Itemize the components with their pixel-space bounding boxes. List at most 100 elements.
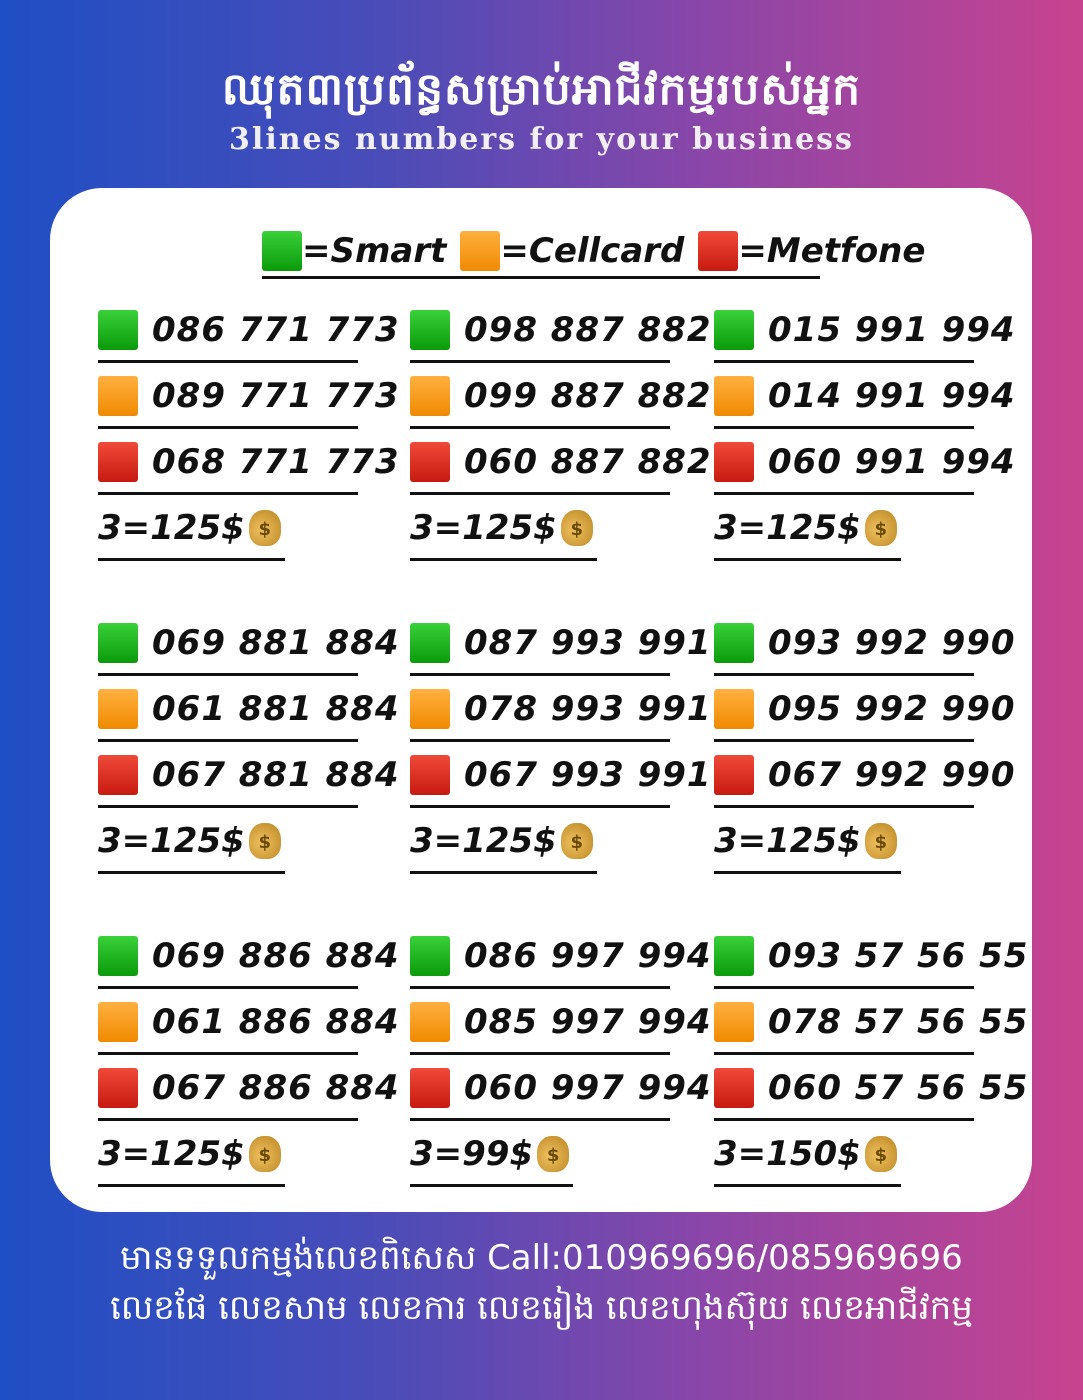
cellcard-square-icon [714,376,754,416]
set-price: 3=125$ $ [98,1124,285,1187]
phone-number: 093 992 990 [768,623,1016,663]
money-bag-icon: $ [537,1136,570,1172]
phone-number: 067 881 884 [152,755,400,795]
phone-number: 093 57 56 55 [768,936,1029,976]
metfone-square-icon [714,442,754,482]
metfone-color-square-icon [698,231,739,271]
number-set: 069 886 884 061 886 884 067 886 884 3=12… [98,926,399,1187]
phone-line-smart: 086 771 773 [98,300,399,363]
number-set: 015 991 994 014 991 994 060 991 994 3=12… [714,300,1015,561]
phone-number: 060 991 994 [768,442,1016,482]
page-subtitle: 3lines numbers for your business [229,122,854,157]
price-text: 3=125$ [98,1134,245,1174]
phone-line-metfone: 067 881 884 [98,745,399,808]
phone-number: 061 881 884 [152,689,400,729]
phone-line-cellcard: 078 57 56 55 [714,992,1027,1055]
phone-line-cellcard: 061 886 884 [98,992,399,1055]
metfone-square-icon [98,755,138,795]
cellcard-color-square-icon [460,231,501,271]
phone-number: 067 886 884 [152,1068,400,1108]
set-price: 3=125$ $ [410,498,597,561]
phone-number: 087 993 991 [464,623,712,663]
number-set: 098 887 882 099 887 882 060 887 882 3=12… [410,300,711,561]
cellcard-square-icon [410,376,450,416]
smart-square-icon [714,623,754,663]
set-price: 3=125$ $ [98,498,285,561]
number-set: 086 997 994 085 997 994 060 997 994 3=99… [410,926,711,1187]
phone-number: 078 57 56 55 [768,1002,1029,1042]
phone-number: 060 997 994 [464,1068,712,1108]
smart-square-icon [98,310,138,350]
set-price: 3=125$ $ [410,811,597,874]
price-text: 3=125$ [410,821,557,861]
smart-square-icon [410,623,450,663]
phone-line-smart: 093 57 56 55 [714,926,1027,989]
phone-number: 067 992 990 [768,755,1016,795]
phone-line-cellcard: 014 991 994 [714,366,1015,429]
phone-line-metfone: 067 992 990 [714,745,1015,808]
money-bag-icon: $ [248,1136,281,1172]
phone-line-metfone: 060 997 994 [410,1058,711,1121]
money-bag-icon: $ [560,510,593,546]
phone-number: 099 887 882 [464,376,712,416]
legend-smart: =Smart [302,231,447,271]
metfone-square-icon [410,755,450,795]
money-bag-icon: $ [864,823,897,859]
legend-cellcard: =Cellcard [500,231,685,271]
phone-line-metfone: 060 991 994 [714,432,1015,495]
phone-line-cellcard: 078 993 991 [410,679,711,742]
phone-number: 015 991 994 [768,310,1016,350]
phone-line-smart: 015 991 994 [714,300,1015,363]
phone-line-metfone: 060 57 56 55 [714,1058,1027,1121]
cellcard-square-icon [410,689,450,729]
smart-square-icon [714,310,754,350]
number-set: 093 992 990 095 992 990 067 992 990 3=12… [714,613,1015,874]
price-text: 3=99$ [410,1134,534,1174]
money-bag-icon: $ [248,823,281,859]
money-bag-icon: $ [560,823,593,859]
money-bag-icon: $ [248,510,281,546]
phone-line-metfone: 067 993 991 [410,745,711,808]
phone-line-cellcard: 085 997 994 [410,992,711,1055]
phone-line-cellcard: 089 771 773 [98,366,399,429]
cellcard-square-icon [714,1002,754,1042]
phone-line-smart: 093 992 990 [714,613,1015,676]
phone-number: 085 997 994 [464,1002,712,1042]
smart-square-icon [98,623,138,663]
cellcard-square-icon [410,1002,450,1042]
phone-number: 060 887 882 [464,442,712,482]
price-text: 3=125$ [410,508,557,548]
carrier-legend: =Smart =Cellcard =Metfone [262,226,925,279]
smart-square-icon [98,936,138,976]
set-price: 3=125$ $ [714,811,901,874]
price-text: 3=125$ [98,508,245,548]
cellcard-square-icon [98,689,138,729]
metfone-square-icon [410,442,450,482]
phone-line-smart: 086 997 994 [410,926,711,989]
phone-line-cellcard: 099 887 882 [410,366,711,429]
legend-metfone: =Metfone [738,231,926,271]
cellcard-square-icon [98,376,138,416]
number-set: 087 993 991 078 993 991 067 993 991 3=12… [410,613,711,874]
phone-number: 086 997 994 [464,936,712,976]
metfone-square-icon [714,755,754,795]
footer-contact: មានទទួលកម្មង់លេខពិសេស Call:010969696/085… [120,1238,963,1278]
price-text: 3=125$ [714,508,861,548]
set-price: 3=125$ $ [714,498,901,561]
price-text: 3=125$ [98,821,245,861]
phone-number: 069 886 884 [152,936,400,976]
price-text: 3=150$ [714,1134,861,1174]
number-set: 093 57 56 55 078 57 56 55 060 57 56 55 3… [714,926,1027,1187]
phone-number: 086 771 773 [152,310,400,350]
set-price: 3=125$ $ [98,811,285,874]
metfone-square-icon [410,1068,450,1108]
phone-line-cellcard: 095 992 990 [714,679,1015,742]
smart-square-icon [714,936,754,976]
phone-line-smart: 098 887 882 [410,300,711,363]
number-set: 086 771 773 089 771 773 068 771 773 3=12… [98,300,399,561]
smart-square-icon [410,936,450,976]
phone-line-smart: 069 886 884 [98,926,399,989]
phone-number: 060 57 56 55 [768,1068,1029,1108]
phone-line-metfone: 060 887 882 [410,432,711,495]
phone-line-metfone: 067 886 884 [98,1058,399,1121]
